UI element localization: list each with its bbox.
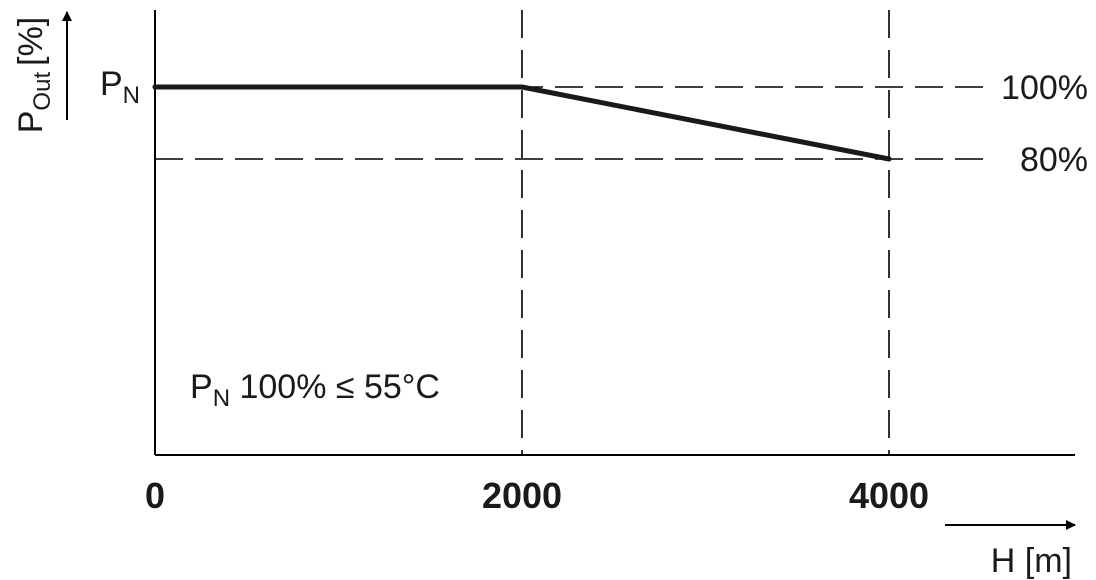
annotation-text: PN 100% ≤ 55°C (190, 368, 440, 412)
y-axis-label: POut [%] (12, 17, 56, 134)
y-axis-label-unit: [%] (12, 17, 50, 66)
reference-label-80: 80% (1020, 141, 1088, 179)
annotation-subscript: N (213, 385, 230, 412)
data-point-2000 (519, 84, 525, 90)
annotation-rest: 100% ≤ 55°C (230, 368, 440, 406)
x-tick-label-2000: 2000 (482, 475, 562, 516)
x-tick-label-4000: 4000 (849, 475, 929, 516)
reference-label-100: 100% (1001, 69, 1088, 107)
data-point-4000 (886, 156, 892, 162)
pn-label: PN (100, 65, 140, 109)
y-axis-label-main: P (12, 111, 50, 134)
pn-label-subscript: N (123, 82, 140, 109)
data-point-0 (152, 84, 158, 90)
annotation-main: P (190, 368, 213, 406)
y-axis-label-subscript: Out (29, 72, 56, 111)
x-axis-label: H [m] (991, 542, 1072, 580)
pn-label-main: P (100, 65, 123, 103)
x-tick-label-0: 0 (145, 475, 165, 516)
